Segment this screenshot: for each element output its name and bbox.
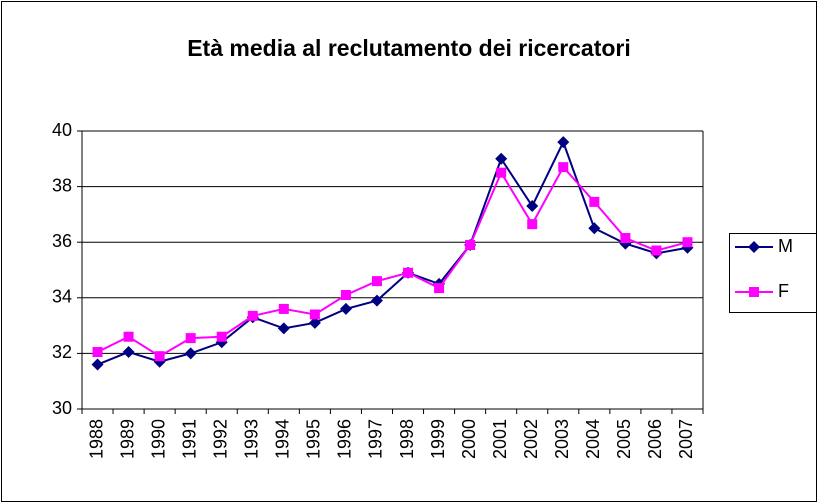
data-point — [247, 310, 258, 321]
x-tick-label: 2003 — [552, 419, 572, 459]
data-point — [123, 331, 134, 342]
series-line — [97, 165, 688, 358]
x-tick-label: 1993 — [242, 419, 262, 459]
x-tick-label: 1994 — [273, 419, 293, 459]
x-tick-label: 2007 — [676, 419, 696, 459]
legend-label: F — [778, 281, 789, 301]
legend-box — [729, 233, 817, 313]
x-tick-label: 2001 — [490, 419, 510, 459]
data-point — [277, 322, 290, 335]
data-point — [92, 347, 103, 358]
data-point — [651, 245, 662, 256]
x-tick-label: 2000 — [459, 419, 479, 459]
legend-marker — [748, 241, 760, 253]
series-line — [97, 139, 688, 366]
x-tick-label: 1990 — [148, 419, 168, 459]
data-point — [588, 222, 601, 235]
data-point — [309, 309, 320, 320]
x-tick-label: 1997 — [366, 419, 386, 459]
data-point — [434, 283, 445, 294]
x-tick-label: 2006 — [645, 419, 665, 459]
data-point — [403, 267, 414, 278]
data-point — [558, 162, 569, 173]
x-tick-label: 1991 — [179, 419, 199, 459]
legend-marker — [749, 287, 759, 297]
data-point — [589, 196, 600, 207]
x-tick-label: 1998 — [397, 419, 417, 459]
data-point — [216, 331, 227, 342]
y-tick-label: 40 — [52, 120, 72, 140]
data-point — [557, 136, 570, 149]
x-tick-label: 1995 — [304, 419, 324, 459]
data-point — [339, 302, 352, 315]
data-point — [496, 167, 507, 178]
data-point — [682, 237, 693, 248]
x-tick-label: 2002 — [521, 419, 541, 459]
data-point — [495, 152, 508, 165]
data-point — [185, 333, 196, 344]
data-point — [527, 219, 538, 230]
data-point — [154, 351, 165, 362]
legend-label: M — [778, 236, 793, 256]
data-point — [465, 239, 476, 250]
y-tick-label: 36 — [52, 231, 72, 251]
x-tick-label: 1999 — [428, 419, 448, 459]
y-tick-label: 32 — [52, 342, 72, 362]
data-point — [308, 316, 321, 329]
y-tick-label: 34 — [52, 287, 72, 307]
data-point — [371, 276, 382, 287]
data-point — [184, 347, 197, 360]
data-point — [370, 294, 383, 307]
x-tick-label: 1996 — [335, 419, 355, 459]
x-tick-label: 1992 — [210, 419, 230, 459]
data-point — [91, 358, 104, 371]
x-tick-label: 1988 — [86, 419, 106, 459]
x-tick-label: 2005 — [614, 419, 634, 459]
chart-title: Età media al reclutamento dei ricercator… — [187, 35, 631, 61]
x-tick-label: 2004 — [583, 419, 603, 459]
data-point — [526, 200, 539, 213]
y-tick-label: 30 — [52, 398, 72, 418]
data-point — [278, 303, 289, 314]
x-tick-label: 1989 — [117, 419, 137, 459]
data-point — [620, 233, 631, 244]
data-point — [340, 290, 351, 301]
y-tick-label: 38 — [52, 175, 72, 195]
data-point — [122, 346, 135, 359]
